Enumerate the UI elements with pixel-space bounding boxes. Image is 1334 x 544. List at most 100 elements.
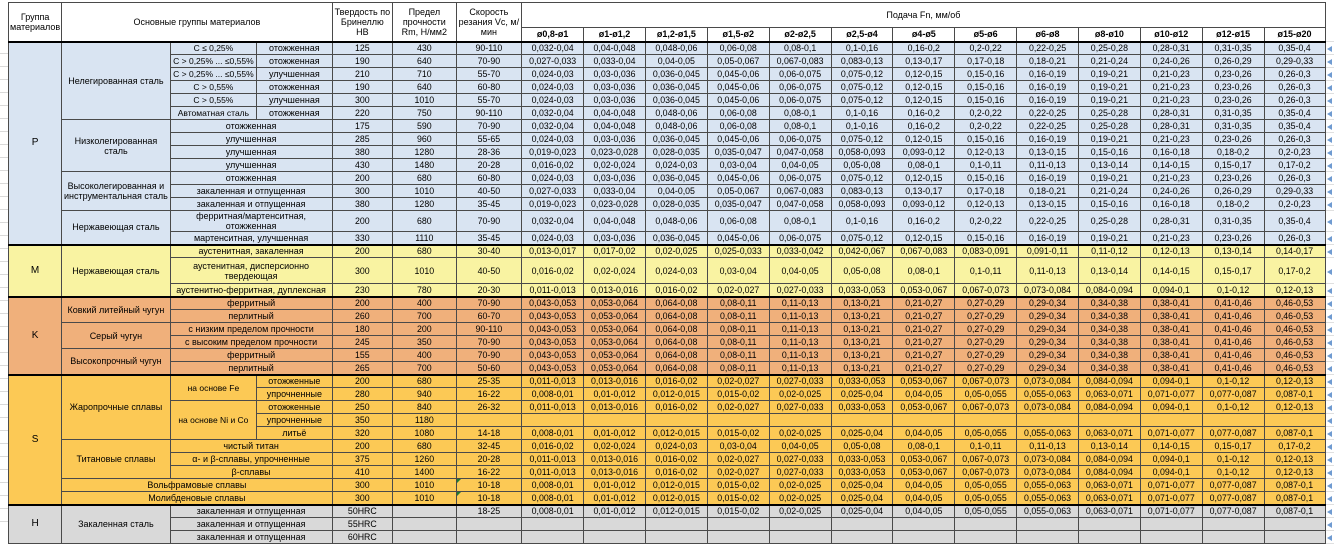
hardness-value-cell[interactable]: 60HRC	[332, 531, 393, 544]
feed-value-cell[interactable]: 0,077-0,087	[1202, 388, 1264, 401]
feed-value-cell[interactable]: 0,04-0,05	[769, 258, 831, 284]
feed-value-cell[interactable]: 0,05-0,055	[955, 505, 1017, 518]
feed-value-cell[interactable]: 0,28-0,31	[1140, 107, 1202, 120]
feed-value-cell[interactable]: 0,08-0,11	[707, 297, 769, 310]
feed-value-cell[interactable]: 0,075-0,12	[831, 172, 893, 185]
feed-value-cell[interactable]: 0,03-0,036	[584, 94, 646, 107]
feed-value-cell[interactable]: 0,11-0,13	[769, 310, 831, 323]
feed-value-cell[interactable]: 0,033-0,053	[831, 284, 893, 297]
feed-value-cell[interactable]: 0,17-0,18	[955, 55, 1017, 68]
feed-value-cell[interactable]: 0,02-0,027	[707, 466, 769, 479]
feed-value-cell[interactable]: 0,13-0,21	[831, 297, 893, 310]
feed-value-cell[interactable]: 0,048-0,06	[645, 120, 707, 133]
feed-value-cell[interactable]: 0,011-0,013	[522, 453, 584, 466]
feed-value-cell[interactable]: 0,084-0,094	[1078, 284, 1140, 297]
feed-value-cell[interactable]: 0,063-0,071	[1078, 492, 1140, 505]
feed-value-cell[interactable]	[645, 531, 707, 544]
feed-value-cell[interactable]: 0,19-0,21	[1078, 232, 1140, 245]
feed-value-cell[interactable]: 0,02-0,025	[769, 479, 831, 492]
feed-value-cell[interactable]	[955, 414, 1017, 427]
feed-value-cell[interactable]: 0,053-0,064	[584, 336, 646, 349]
feed-value-cell[interactable]: 0,043-0,053	[522, 349, 584, 362]
feed-value-cell[interactable]: 0,14-0,17	[1264, 245, 1325, 258]
strength-value-cell[interactable]: 680	[393, 211, 456, 232]
strength-value-cell[interactable]: 1010	[393, 492, 456, 505]
feed-value-cell[interactable]: 0,028-0,035	[645, 198, 707, 211]
feed-value-cell[interactable]: 0,35-0,4	[1264, 107, 1325, 120]
strength-value-cell[interactable]: 590	[393, 120, 456, 133]
feed-value-cell[interactable]	[1017, 414, 1079, 427]
speed-value-cell[interactable]: 28-36	[456, 146, 522, 159]
feed-value-cell[interactable]: 0,26-0,29	[1202, 185, 1264, 198]
feed-value-cell[interactable]: 0,21-0,23	[1140, 68, 1202, 81]
feed-value-cell[interactable]: 0,033-0,053	[831, 453, 893, 466]
feed-value-cell[interactable]: 0,036-0,045	[645, 172, 707, 185]
feed-value-cell[interactable]: 0,29-0,34	[1017, 297, 1079, 310]
feed-value-cell[interactable]: 0,02-0,027	[707, 284, 769, 297]
hardness-value-cell[interactable]: 200	[332, 211, 393, 232]
feed-value-cell[interactable]: 0,047-0,058	[769, 198, 831, 211]
feed-value-cell[interactable]: 0,11-0,12	[1078, 245, 1140, 258]
strength-value-cell[interactable]: 960	[393, 133, 456, 146]
feed-value-cell[interactable]: 0,34-0,38	[1078, 349, 1140, 362]
speed-value-cell[interactable]: 16-22	[456, 466, 522, 479]
hardness-value-cell[interactable]: 200	[332, 245, 393, 258]
speed-value-cell[interactable]	[456, 414, 522, 427]
hardness-value-cell[interactable]: 55HRC	[332, 518, 393, 531]
hardness-value-cell[interactable]: 220	[332, 107, 393, 120]
feed-value-cell[interactable]: 0,12-0,13	[955, 198, 1017, 211]
feed-value-cell[interactable]: 0,055-0,063	[1017, 427, 1079, 440]
hardness-value-cell[interactable]: 175	[332, 120, 393, 133]
feed-value-cell[interactable]: 0,05-0,055	[955, 427, 1017, 440]
feed-value-cell[interactable]: 0,16-0,2	[893, 120, 955, 133]
feed-value-cell[interactable]: 0,04-0,05	[645, 185, 707, 198]
feed-value-cell[interactable]: 0,13-0,17	[893, 185, 955, 198]
feed-value-cell[interactable]: 0,025-0,04	[831, 479, 893, 492]
feed-value-cell[interactable]: 0,06-0,075	[769, 68, 831, 81]
feed-value-cell[interactable]: 0,053-0,067	[893, 453, 955, 466]
feed-value-cell[interactable]: 0,46-0,53	[1264, 297, 1325, 310]
feed-value-cell[interactable]: 0,05-0,08	[831, 159, 893, 172]
feed-value-cell[interactable]: 0,1-0,12	[1202, 466, 1264, 479]
strength-value-cell[interactable]: 350	[393, 336, 456, 349]
feed-value-cell[interactable]: 0,23-0,26	[1202, 81, 1264, 94]
feed-value-cell[interactable]: 0,21-0,23	[1140, 133, 1202, 146]
feed-value-cell[interactable]: 0,12-0,15	[893, 133, 955, 146]
feed-value-cell[interactable]: 0,008-0,01	[522, 427, 584, 440]
feed-value-cell[interactable]: 0,31-0,35	[1202, 211, 1264, 232]
strength-value-cell[interactable]: 680	[393, 440, 456, 453]
feed-value-cell[interactable]: 0,1-0,16	[831, 107, 893, 120]
feed-value-cell[interactable]: 0,11-0,13	[1017, 440, 1079, 453]
feed-value-cell[interactable]: 0,027-0,033	[769, 401, 831, 414]
speed-value-cell[interactable]: 10-18	[456, 492, 522, 505]
feed-value-cell[interactable]: 0,02-0,027	[707, 401, 769, 414]
speed-value-cell[interactable]: 32-45	[456, 440, 522, 453]
hardness-value-cell[interactable]: 265	[332, 362, 393, 375]
feed-value-cell[interactable]: 0,053-0,064	[584, 362, 646, 375]
feed-value-cell[interactable]: 0,23-0,26	[1202, 232, 1264, 245]
feed-value-cell[interactable]: 0,094-0,1	[1140, 453, 1202, 466]
feed-value-cell[interactable]: 0,011-0,013	[522, 466, 584, 479]
feed-value-cell[interactable]: 0,22-0,25	[1017, 107, 1079, 120]
feed-value-cell[interactable]: 0,11-0,13	[1017, 258, 1079, 284]
hardness-value-cell[interactable]: 375	[332, 453, 393, 466]
feed-value-cell[interactable]: 0,064-0,08	[645, 323, 707, 336]
hardness-value-cell[interactable]: 300	[332, 492, 393, 505]
feed-value-cell[interactable]: 0,036-0,045	[645, 81, 707, 94]
feed-value-cell[interactable]: 0,03-0,036	[584, 172, 646, 185]
speed-value-cell[interactable]: 55-70	[456, 94, 522, 107]
hardness-value-cell[interactable]: 260	[332, 310, 393, 323]
feed-value-cell[interactable]: 0,21-0,23	[1140, 81, 1202, 94]
feed-value-cell[interactable]: 0,024-0,03	[522, 133, 584, 146]
feed-value-cell[interactable]: 0,008-0,01	[522, 505, 584, 518]
feed-value-cell[interactable]: 0,024-0,03	[522, 81, 584, 94]
hardness-value-cell[interactable]: 380	[332, 198, 393, 211]
hardness-value-cell[interactable]: 320	[332, 427, 393, 440]
feed-value-cell[interactable]: 0,032-0,04	[522, 42, 584, 55]
hardness-value-cell[interactable]: 200	[332, 375, 393, 388]
feed-value-cell[interactable]: 0,16-0,19	[1017, 81, 1079, 94]
hardness-value-cell[interactable]: 300	[332, 479, 393, 492]
hardness-value-cell[interactable]: 330	[332, 232, 393, 245]
feed-value-cell[interactable]: 0,11-0,13	[769, 362, 831, 375]
feed-value-cell[interactable]: 0,28-0,31	[1140, 120, 1202, 133]
